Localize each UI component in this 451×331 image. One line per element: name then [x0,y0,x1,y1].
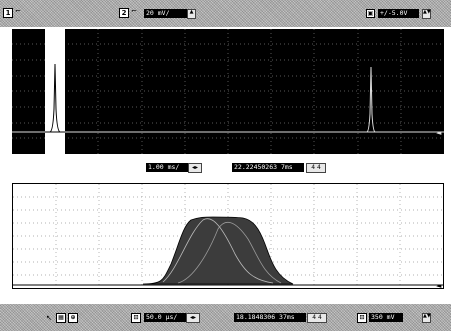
middle-toolbar: 1.00 ms/ ◂▸ 22.22450263 7ms 4 4 [0,158,451,177]
zoom-waveform-plot: ◄ [13,184,443,288]
zoom-trace-b [177,221,282,284]
main-waveform-plot: ◄ [12,29,444,154]
zoom-waveform-display[interactable]: ◄ [12,183,444,289]
chevron-left-right-icon: ◂▸ [191,164,199,171]
probe-icon: ⌐ [15,7,21,15]
channel-1-button[interactable]: 1 [3,8,13,18]
zoom-window [45,29,65,154]
zoom-timebase-spinner[interactable]: ◂▸ [186,313,200,323]
channel-scale-icon: ⊡ [357,313,367,323]
nav-arrows-icon: 4 4 [311,164,321,171]
cursor-tool-icon[interactable]: ↖ [46,314,52,322]
channel-2-scale-field[interactable]: 20 mV/ [144,9,188,18]
zoom-trace-a [162,218,274,284]
trigger-marker-icon: ◄ [436,129,442,137]
main-position-nav[interactable]: 4 4 [306,163,326,173]
chevron-up-icon: ▲ [189,9,194,15]
channel-2-scale-spinner[interactable]: ▲ [187,9,196,19]
probe-icon: ⌐ [131,7,137,15]
zoom-pulse-envelope [142,216,294,285]
bottom-toolbar: ↖ ▦ ⊕ ⊡ 50.0 µs/ ◂▸ 18.1848306 37ms 4 4 … [0,304,451,331]
up-down-arrow-icon: ▲▼ [423,9,431,15]
timebase-icon: ⊡ [131,313,141,323]
main-timebase-field[interactable]: 1.00 ms/ [146,163,188,172]
channel-scale-spinner[interactable]: ▲▼ [422,313,431,323]
top-toolbar: 1 ⌐ 2 ⌐ 20 mV/ ▲ ▣ +/-5.0V ▲▼ [0,0,451,27]
zoom-position-field[interactable]: 18.1848306 37ms [234,313,306,322]
main-position-field[interactable]: 22.22450263 7ms [232,163,304,172]
nav-arrows-icon: 4 4 [312,314,322,321]
chevron-left-right-icon: ◂▸ [189,314,197,321]
trigger-marker-icon: ◄ [436,282,442,288]
main-waveform-display[interactable]: ◄ [12,29,444,154]
main-timebase-spinner[interactable]: ◂▸ [188,163,202,173]
range-field[interactable]: +/-5.0V [378,9,419,18]
zoom-tool-icon[interactable]: ⊕ [68,313,78,323]
zoom-timebase-field[interactable]: 50.0 µs/ [144,313,186,322]
measure-tool-icon[interactable]: ▦ [56,313,66,323]
channel-1-number: 1 [5,9,11,17]
range-icon: ▣ [366,9,375,18]
channel-2-number: 2 [121,9,127,17]
channel-scale-field[interactable]: 350 mV [369,313,403,322]
range-spinner[interactable]: ▲▼ [422,9,431,19]
main-grid [12,29,444,154]
channel-2-button[interactable]: 2 [119,8,129,18]
main-trace [12,63,444,133]
up-down-arrow-icon: ▲▼ [423,313,431,319]
zoom-position-nav[interactable]: 4 4 [307,313,327,323]
